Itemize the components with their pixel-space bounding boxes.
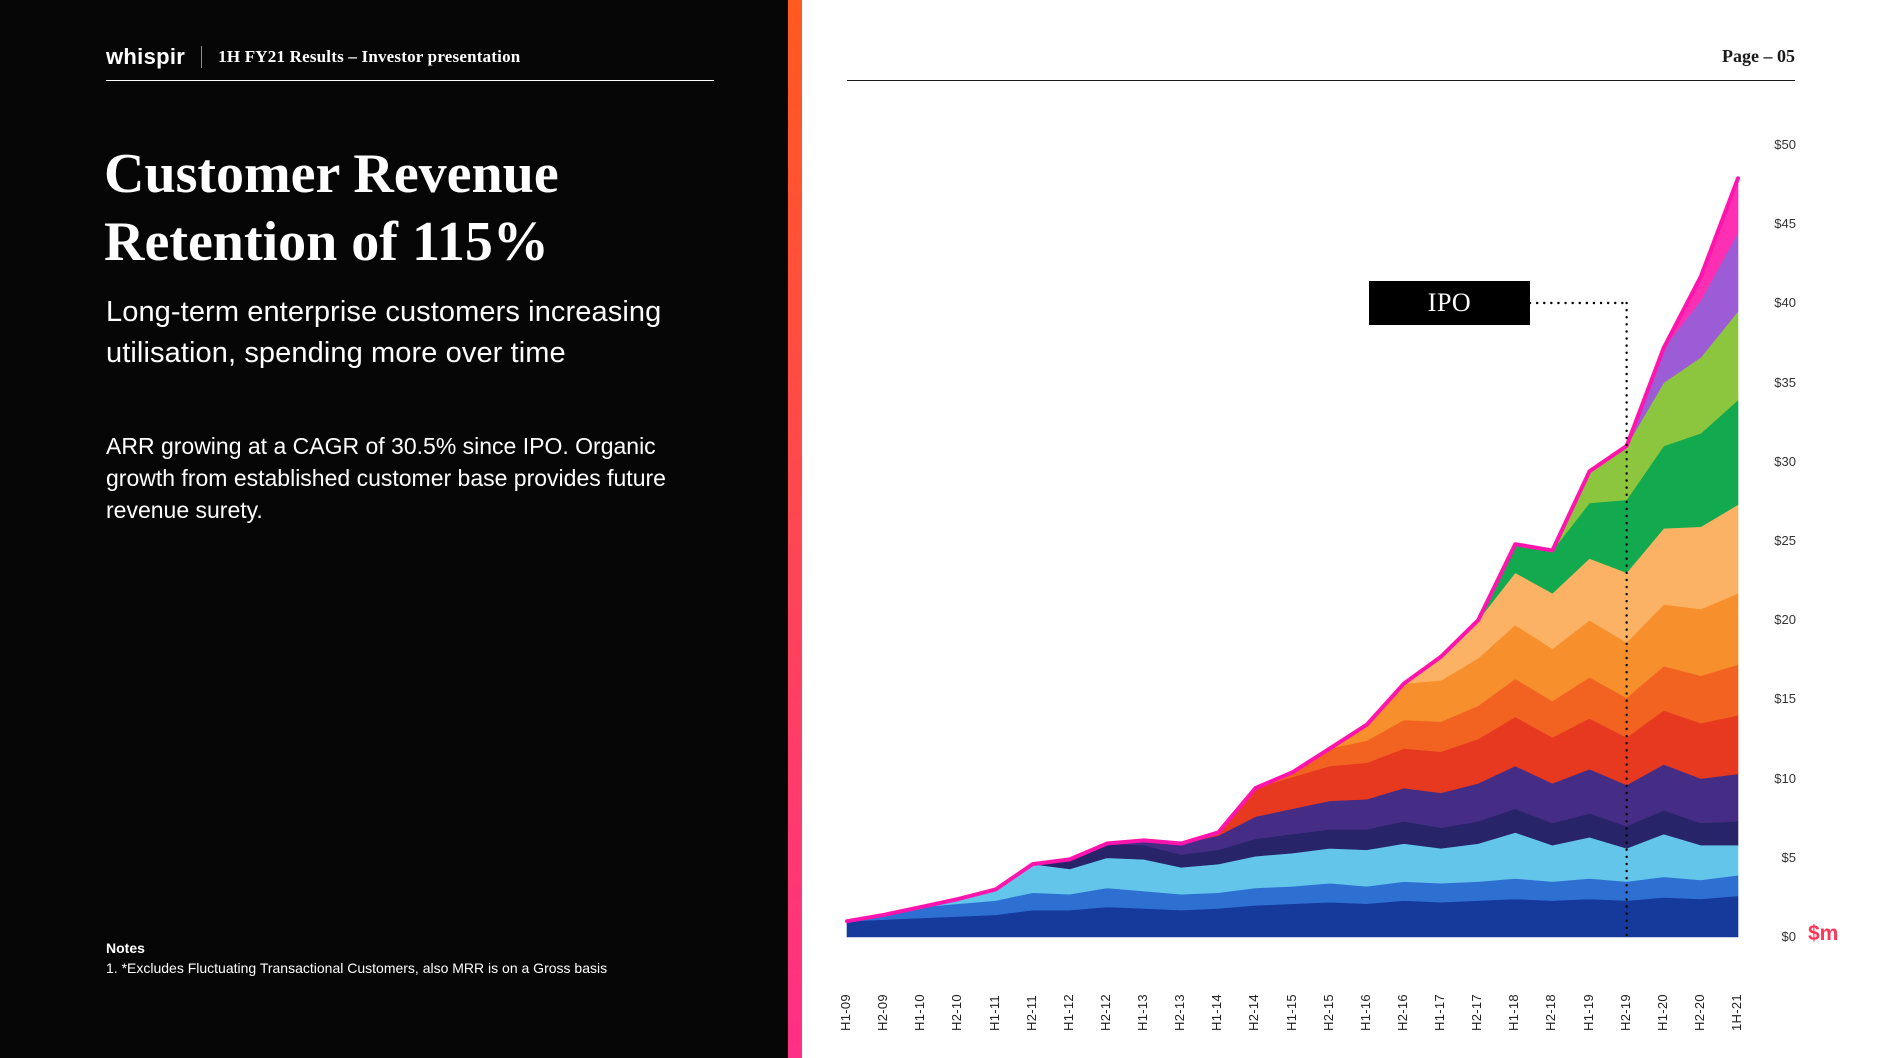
x-axis-label: H2-15 bbox=[1320, 994, 1336, 1031]
x-axis-label: H1-09 bbox=[838, 994, 853, 1031]
headline-line-2: Retention of 115% bbox=[104, 211, 549, 274]
right-header-rule bbox=[847, 80, 1795, 81]
y-axis-label: $40 bbox=[1774, 295, 1796, 311]
notes-line: 1. *Excludes Fluctuating Transactional C… bbox=[106, 960, 608, 976]
x-axis-label: 1H-21 bbox=[1729, 994, 1744, 1031]
x-axis-label: H2-20 bbox=[1691, 994, 1707, 1031]
y-axis-label: $10 bbox=[1774, 770, 1796, 786]
accent-gradient-stripe bbox=[788, 0, 802, 1058]
x-axis-label: H1-20 bbox=[1654, 994, 1670, 1031]
y-axis-label: $5 bbox=[1781, 849, 1796, 865]
x-axis-label: H2-16 bbox=[1394, 994, 1410, 1031]
x-axis-label: H1-19 bbox=[1580, 994, 1596, 1031]
y-axis-label: $35 bbox=[1774, 374, 1796, 390]
x-axis-label: H1-17 bbox=[1432, 994, 1447, 1031]
y-axis-label: $15 bbox=[1774, 691, 1796, 707]
brand-divider bbox=[201, 46, 203, 68]
notes-title: Notes bbox=[106, 940, 145, 956]
y-axis-label: $45 bbox=[1774, 216, 1796, 232]
x-axis-label: H2-14 bbox=[1246, 994, 1262, 1031]
deck-title: 1H FY21 Results – Investor presentation bbox=[218, 47, 521, 66]
x-axis-label: H1-13 bbox=[1135, 994, 1150, 1031]
x-axis-label: H1-16 bbox=[1357, 994, 1373, 1031]
y-axis-label: $30 bbox=[1774, 453, 1796, 469]
x-axis-label: H1-14 bbox=[1209, 994, 1225, 1031]
x-axis-label: H2-09 bbox=[875, 994, 891, 1031]
x-axis-label: H2-19 bbox=[1617, 994, 1633, 1031]
x-axis-label: H1-10 bbox=[912, 994, 928, 1031]
x-axis-label: H2-13 bbox=[1172, 994, 1188, 1031]
x-axis-label: H2-12 bbox=[1097, 994, 1113, 1031]
slide-body-text: ARR growing at a CAGR of 30.5% since IPO… bbox=[106, 433, 666, 524]
unit-label-dollar-m: $m bbox=[1808, 922, 1839, 945]
y-axis-label: $20 bbox=[1774, 612, 1796, 628]
y-axis-label: $0 bbox=[1781, 929, 1796, 944]
left-header-rule bbox=[106, 80, 714, 81]
x-axis-label: H1-15 bbox=[1283, 994, 1299, 1031]
x-axis-label: H2-11 bbox=[1023, 995, 1039, 1031]
x-axis-label: H2-17 bbox=[1469, 994, 1485, 1031]
y-axis-label: $25 bbox=[1774, 533, 1796, 548]
ipo-annotation-box: IPO bbox=[1369, 281, 1530, 325]
whispir-logo: whispir bbox=[106, 44, 186, 69]
page-number: Page – 05 bbox=[1722, 46, 1795, 66]
slide-headline: Customer Revenue Retention of 115% bbox=[104, 140, 724, 277]
x-axis-label: H1-12 bbox=[1060, 994, 1076, 1031]
headline-line-1: Customer Revenue bbox=[104, 143, 559, 205]
y-axis-label: $50 bbox=[1774, 137, 1796, 152]
x-axis-label: H2-10 bbox=[949, 994, 965, 1031]
slide-subheadline: Long-term enterprise customers increasin… bbox=[106, 296, 662, 370]
x-axis-label: H2-18 bbox=[1543, 994, 1559, 1031]
notes-block: Notes 1. *Excludes Fluctuating Transacti… bbox=[106, 940, 706, 976]
x-axis-label: H1-18 bbox=[1506, 994, 1522, 1031]
left-text-panel: whispir 1H FY21 Results – Investor prese… bbox=[0, 0, 788, 1058]
brand-row: whispir 1H FY21 Results – Investor prese… bbox=[106, 44, 520, 70]
x-axis-label: H1-11 bbox=[986, 995, 1002, 1031]
total-arr-line bbox=[845, 176, 1740, 924]
